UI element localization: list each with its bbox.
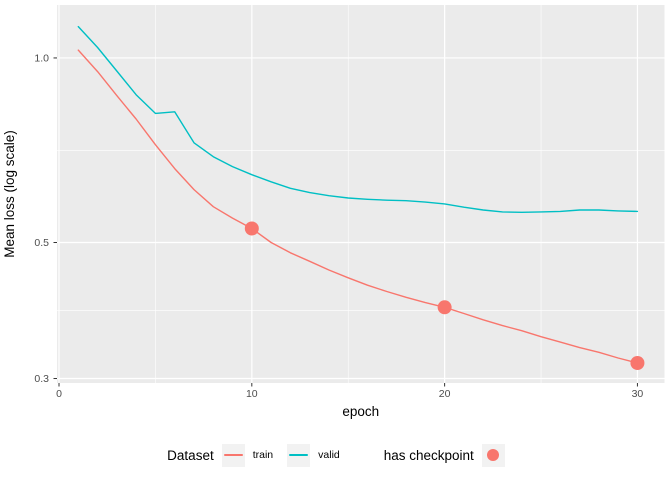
y-tick-label: 0.5 [34,237,49,249]
checkpoint-point [244,221,259,236]
x-tick-label: 20 [439,388,451,400]
checkpoint-point [437,300,452,315]
x-tick-label: 30 [632,388,644,400]
legend-label-valid: valid [318,449,340,461]
legend-title-dataset: Dataset [167,447,214,463]
legend-key-train [221,443,245,467]
valid-line-swatch [289,454,309,456]
legend-title-checkpoint: has checkpoint [383,447,474,463]
y-tick-label: 1.0 [34,52,49,64]
legend-spacer [354,455,376,456]
valid-line [77,25,639,213]
train-line-swatch [223,454,243,456]
x-tick-label: 10 [246,388,258,400]
legend: Dataset train valid has checkpoint [0,438,672,472]
train-line [77,49,639,364]
legend-key-checkpoint [481,443,505,467]
x-tick-label: 0 [56,388,62,400]
x-axis-title: epoch [342,404,379,419]
checkpoint-dot-swatch [487,449,500,461]
y-axis-title: Mean loss (log scale) [2,130,17,258]
chart-canvas: 0 10 20 30 0.3 0.5 1.0 epoch Mean loss (log scal… [2,5,665,419]
y-tick-label: 0.3 [34,373,49,385]
legend-label-train: train [252,449,274,461]
checkpoint-point [630,356,645,371]
plot-panel [57,5,665,383]
legend-key-valid [287,443,311,467]
